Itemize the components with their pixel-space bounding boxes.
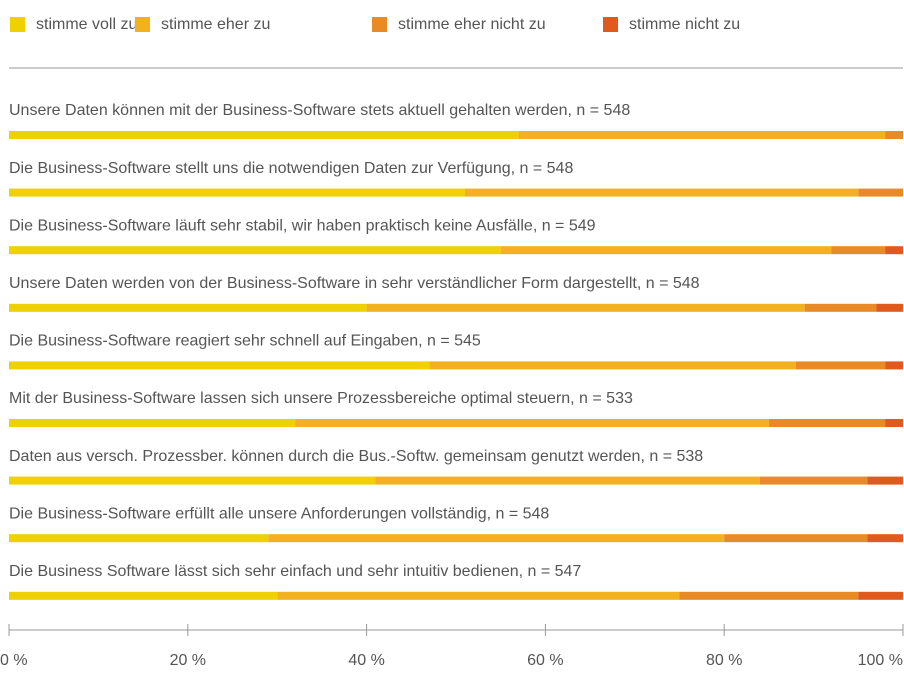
category-label: Unsere Daten können mit der Business-Sof… bbox=[9, 102, 630, 119]
bar-segment bbox=[858, 591, 903, 600]
category-label: Die Business Software lässt sich sehr ei… bbox=[9, 563, 581, 580]
category-label: Daten aus versch. Prozessber. können dur… bbox=[9, 448, 703, 465]
category-label: Die Business-Software stellt uns die not… bbox=[9, 160, 573, 177]
bar-segment bbox=[366, 303, 805, 312]
legend-swatch bbox=[372, 17, 387, 32]
bar-segment bbox=[9, 591, 278, 600]
x-tick-label: 100 % bbox=[858, 652, 903, 669]
bar-segment bbox=[375, 476, 760, 485]
bar-segment bbox=[885, 419, 903, 427]
legend-label: stimme nicht zu bbox=[629, 16, 740, 33]
bar-segment bbox=[500, 246, 832, 255]
category-label: Die Business-Software läuft sehr stabil,… bbox=[9, 217, 596, 234]
x-tick-label: 40 % bbox=[348, 652, 384, 669]
bar-segment bbox=[804, 303, 877, 312]
bar-segment bbox=[268, 534, 725, 543]
category-label: Die Business-Software reagiert sehr schn… bbox=[9, 333, 481, 350]
bar-segment bbox=[464, 188, 859, 197]
category-label: Unsere Daten werden von der Business-Sof… bbox=[9, 275, 700, 292]
bar-segment bbox=[885, 246, 903, 255]
bar-segment bbox=[9, 476, 376, 485]
bar-segment bbox=[518, 131, 886, 139]
legend-swatch bbox=[603, 17, 618, 32]
x-tick-label: 60 % bbox=[527, 652, 563, 669]
bar-segment bbox=[9, 419, 296, 427]
bar-segment bbox=[724, 534, 868, 543]
legend-swatch bbox=[10, 17, 25, 32]
x-tick-label: 0 % bbox=[0, 652, 28, 669]
bar-segment bbox=[9, 534, 269, 543]
bar-segment bbox=[867, 534, 903, 543]
bar-segment bbox=[885, 361, 903, 370]
legend-label: stimme eher zu bbox=[161, 16, 270, 33]
bar-segment bbox=[768, 419, 886, 427]
x-tick-label: 20 % bbox=[170, 652, 206, 669]
category-label: Mit der Business-Software lassen sich un… bbox=[9, 390, 633, 407]
bar-segment bbox=[9, 188, 465, 197]
bar-segment bbox=[759, 476, 868, 485]
bar-segment bbox=[831, 246, 886, 255]
bar-segment bbox=[679, 591, 859, 600]
legend-label: stimme eher nicht zu bbox=[398, 16, 546, 33]
bar-segment bbox=[9, 131, 519, 139]
x-tick-label: 80 % bbox=[706, 652, 742, 669]
bar-segment bbox=[867, 476, 903, 485]
bar-segment bbox=[885, 131, 903, 139]
bar-segment bbox=[795, 361, 886, 370]
bar-segment bbox=[876, 303, 903, 312]
bar-segment bbox=[295, 419, 769, 427]
bar-segment bbox=[858, 188, 903, 197]
bar-segment bbox=[277, 591, 680, 600]
bar-segment bbox=[9, 361, 430, 370]
category-label: Die Business-Software erfüllt alle unser… bbox=[9, 505, 549, 522]
bar-segment bbox=[9, 303, 367, 312]
legend-label: stimme voll zu bbox=[36, 16, 137, 33]
bar-segment bbox=[429, 361, 796, 370]
bar-segment bbox=[9, 246, 501, 255]
legend-swatch bbox=[135, 17, 150, 32]
